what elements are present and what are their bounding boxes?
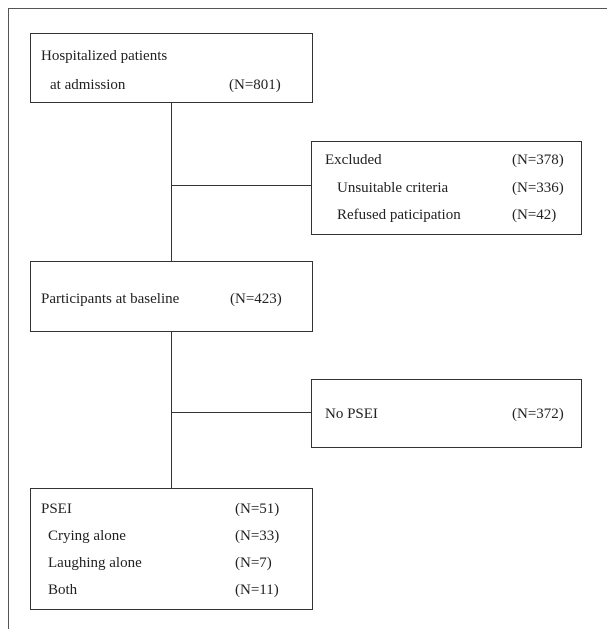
admission-box: Hospitalized patients at admission (N=80… — [30, 33, 313, 103]
baseline-box: Participants at baseline (N=423) — [30, 261, 313, 332]
psei-item-count: (N=7) — [235, 555, 272, 571]
psei-title: PSEI — [41, 501, 72, 517]
excluded-item-label: Refused paticipation — [337, 207, 461, 223]
admission-count: (N=801) — [229, 77, 281, 93]
connector-admission-baseline — [171, 103, 172, 261]
baseline-count: (N=423) — [230, 291, 282, 307]
psei-title-count: (N=51) — [235, 501, 280, 517]
psei-item-label: Crying alone — [48, 528, 126, 544]
connector-to-no-psei — [171, 412, 311, 413]
no-psei-count: (N=372) — [512, 406, 564, 422]
excluded-item-count: (N=336) — [512, 180, 564, 196]
excluded-item-label: Unsuitable criteria — [337, 180, 449, 196]
admission-label-line2: at admission — [50, 77, 126, 93]
excluded-item-count: (N=42) — [512, 207, 557, 223]
admission-label-line1: Hospitalized patients — [41, 48, 168, 64]
excluded-box: Excluded (N=378) Unsuitable criteria (N=… — [311, 141, 582, 235]
excluded-title-count: (N=378) — [512, 152, 564, 168]
connector-to-excluded — [171, 185, 311, 186]
psei-item-count: (N=33) — [235, 528, 280, 544]
no-psei-label: No PSEI — [325, 406, 378, 422]
baseline-label: Participants at baseline — [41, 291, 180, 307]
psei-box: PSEI (N=51) Crying alone (N=33) Laughing… — [30, 488, 313, 610]
psei-item-count: (N=11) — [235, 582, 279, 598]
psei-item-label: Laughing alone — [48, 555, 142, 571]
figure-frame — [8, 8, 607, 629]
connector-baseline-psei — [171, 332, 172, 488]
excluded-title: Excluded — [325, 152, 382, 168]
psei-item-label: Both — [48, 582, 78, 598]
no-psei-box: No PSEI (N=372) — [311, 379, 582, 448]
